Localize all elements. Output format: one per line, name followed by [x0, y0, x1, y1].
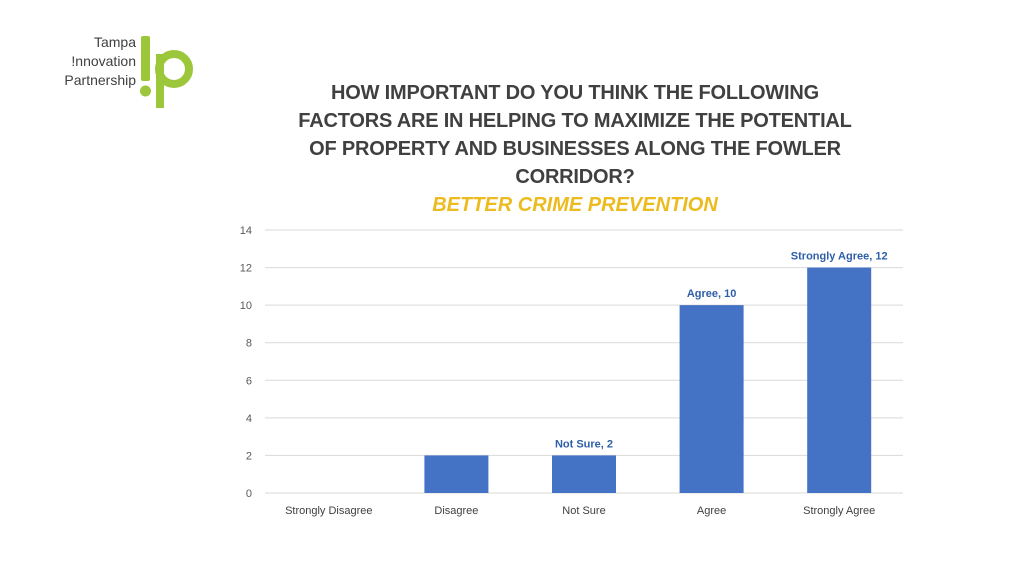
y-tick-label: 8	[246, 338, 252, 350]
x-tick-label: Agree	[697, 505, 726, 517]
tampa-innovation-partnership-logo: Tampa !nnovation Partnership	[58, 33, 208, 108]
x-tick-label: Not Sure	[562, 505, 605, 517]
y-tick-label: 10	[240, 300, 252, 312]
bar	[424, 455, 489, 493]
bar	[552, 455, 616, 493]
bar	[679, 305, 744, 493]
chart-title-block: HOW IMPORTANT DO YOU THINK THE FOLLOWING…	[290, 79, 860, 219]
chart-subtitle: BETTER CRIME PREVENTION	[432, 194, 718, 216]
logo-line-3: Partnership	[64, 72, 136, 88]
x-tick-label: Disagree	[434, 505, 478, 517]
x-tick-label: Strongly Agree	[803, 505, 875, 517]
y-tick-label: 12	[240, 263, 252, 275]
bar	[807, 267, 872, 493]
data-label: Agree, 10	[687, 288, 737, 300]
data-label: Not Sure, 2	[555, 438, 613, 450]
y-tick-label: 2	[246, 450, 252, 462]
logo-line-1: Tampa	[93, 34, 136, 50]
y-tick-label: 0	[246, 488, 252, 500]
logo-wordmark: Tampa !nnovation Partnership	[64, 33, 136, 90]
chart-title: HOW IMPORTANT DO YOU THINK THE FOLLOWING…	[298, 82, 852, 188]
logo-ip-mark-icon	[140, 36, 193, 108]
y-tick-label: 6	[246, 375, 252, 387]
x-tick-label: Strongly Disagree	[285, 505, 372, 517]
logo-line-2: !nnovation	[71, 53, 136, 69]
y-tick-label: 14	[240, 225, 252, 237]
y-tick-label: 4	[246, 413, 252, 425]
data-label: Strongly Agree, 12	[791, 251, 888, 263]
